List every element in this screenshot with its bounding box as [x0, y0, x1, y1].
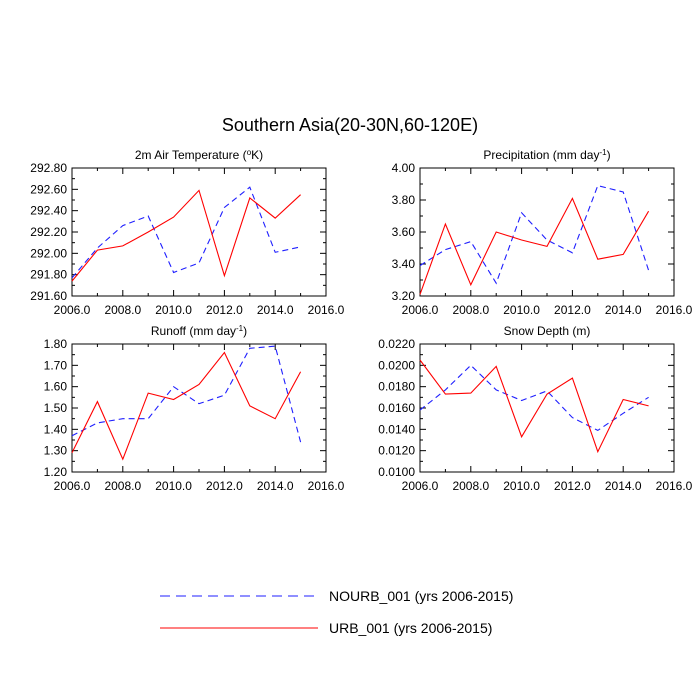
panel-1: 2m Air Temperature (oK) 291.60 291.80 292.0… [30, 148, 344, 318]
y-tick-label: 1.80 [44, 337, 68, 351]
x-tick-label: 2014.0 [605, 303, 642, 317]
legend: NOURB_001 (yrs 2006-2015) URB_001 (yrs 2… [160, 588, 513, 636]
y-tick-label: 292.80 [30, 161, 67, 175]
x-tick-label: 2006.0 [54, 303, 91, 317]
y-tick-label: 3.80 [392, 193, 416, 207]
y-tick-label: 292.60 [30, 182, 67, 196]
y-tick-label: 0.0220 [378, 337, 415, 351]
y-tick-label: 1.70 [44, 358, 68, 372]
y-tick-label: 1.40 [44, 422, 68, 436]
panel-4: Snow Depth (m) 0.0100 0.0120 0.0140 0.0160 0.… [378, 324, 692, 493]
y-tick-label: 0.0140 [378, 422, 415, 436]
y-tick-label: 0.0160 [378, 401, 415, 415]
y-tick-label: 292.40 [30, 204, 67, 218]
x-tick-label: 2008.0 [452, 479, 489, 493]
x-tick-label: 2008.0 [452, 303, 489, 317]
series-line-nourb [71, 345, 302, 443]
y-tick-label: 1.30 [44, 444, 68, 458]
x-tick-label: 2016.0 [656, 479, 693, 493]
x-tick-label: 2016.0 [308, 303, 345, 317]
y-tick-label: 291.80 [30, 268, 67, 282]
x-tick-label: 2010.0 [155, 303, 192, 317]
x-tick-label: 2012.0 [206, 303, 243, 317]
x-tick-label: 2014.0 [257, 303, 294, 317]
x-tick-label: 2010.0 [503, 303, 540, 317]
y-tick-label: 3.60 [392, 225, 416, 239]
panel-title: Runoff (mm day-1) [151, 324, 247, 339]
x-tick-label: 2012.0 [554, 303, 591, 317]
y-tick-label: 1.60 [44, 380, 68, 394]
y-tick-label: 3.20 [392, 289, 416, 303]
x-tick-label: 2008.0 [104, 303, 141, 317]
y-tick-label: 0.0120 [378, 444, 415, 458]
x-tick-label: 2010.0 [155, 479, 192, 493]
y-tick-label: 4.00 [392, 161, 416, 175]
panel-title: Precipitation (mm day-1) [483, 148, 610, 163]
y-tick-label: 1.50 [44, 401, 68, 415]
x-tick-label: 2006.0 [402, 479, 439, 493]
x-tick-label: 2016.0 [656, 303, 693, 317]
series-line-urb [71, 351, 302, 461]
x-tick-label: 2006.0 [54, 479, 91, 493]
x-tick-label: 2012.0 [554, 479, 591, 493]
series-line-nourb [71, 186, 301, 279]
series-line-urb [419, 197, 650, 295]
x-tick-label: 2014.0 [257, 479, 294, 493]
y-tick-label: 291.60 [30, 289, 67, 303]
x-tick-label: 2008.0 [104, 479, 141, 493]
x-tick-label: 2012.0 [206, 479, 243, 493]
y-tick-label: 0.0180 [378, 380, 415, 394]
panels: 2m Air Temperature (oK) 291.60 291.80 292.0… [30, 148, 692, 494]
series-line-nourb [419, 184, 650, 285]
series-line-urb [419, 359, 649, 454]
y-tick-label: 1.20 [44, 465, 68, 479]
x-tick-label: 2010.0 [503, 479, 540, 493]
panel-3: Runoff (mm day-1) 1.20 1.30 1.40 1.50 1.60 1.7… [44, 324, 345, 494]
figure-title: Southern Asia(20-30N,60-120E) [222, 115, 478, 135]
panel-2: Precipitation (mm day-1) 3.20 3.40 3.60 3.80… [392, 148, 693, 318]
legend-urb-label: URB_001 (yrs 2006-2015) [329, 620, 492, 636]
y-tick-label: 0.0100 [378, 465, 415, 479]
x-tick-label: 2006.0 [402, 303, 439, 317]
series-line-nourb [419, 364, 649, 432]
y-tick-label: 292.00 [30, 246, 67, 260]
y-tick-label: 3.40 [392, 257, 416, 271]
legend-nourb-label: NOURB_001 (yrs 2006-2015) [329, 588, 513, 604]
panel-title: 2m Air Temperature (oK) [135, 148, 263, 163]
x-tick-label: 2016.0 [308, 479, 345, 493]
y-tick-label: 292.20 [30, 225, 67, 239]
panel-title: Snow Depth (m) [504, 324, 591, 338]
x-tick-label: 2014.0 [605, 479, 642, 493]
y-tick-label: 0.0200 [378, 358, 415, 372]
series-line-urb [71, 189, 301, 282]
